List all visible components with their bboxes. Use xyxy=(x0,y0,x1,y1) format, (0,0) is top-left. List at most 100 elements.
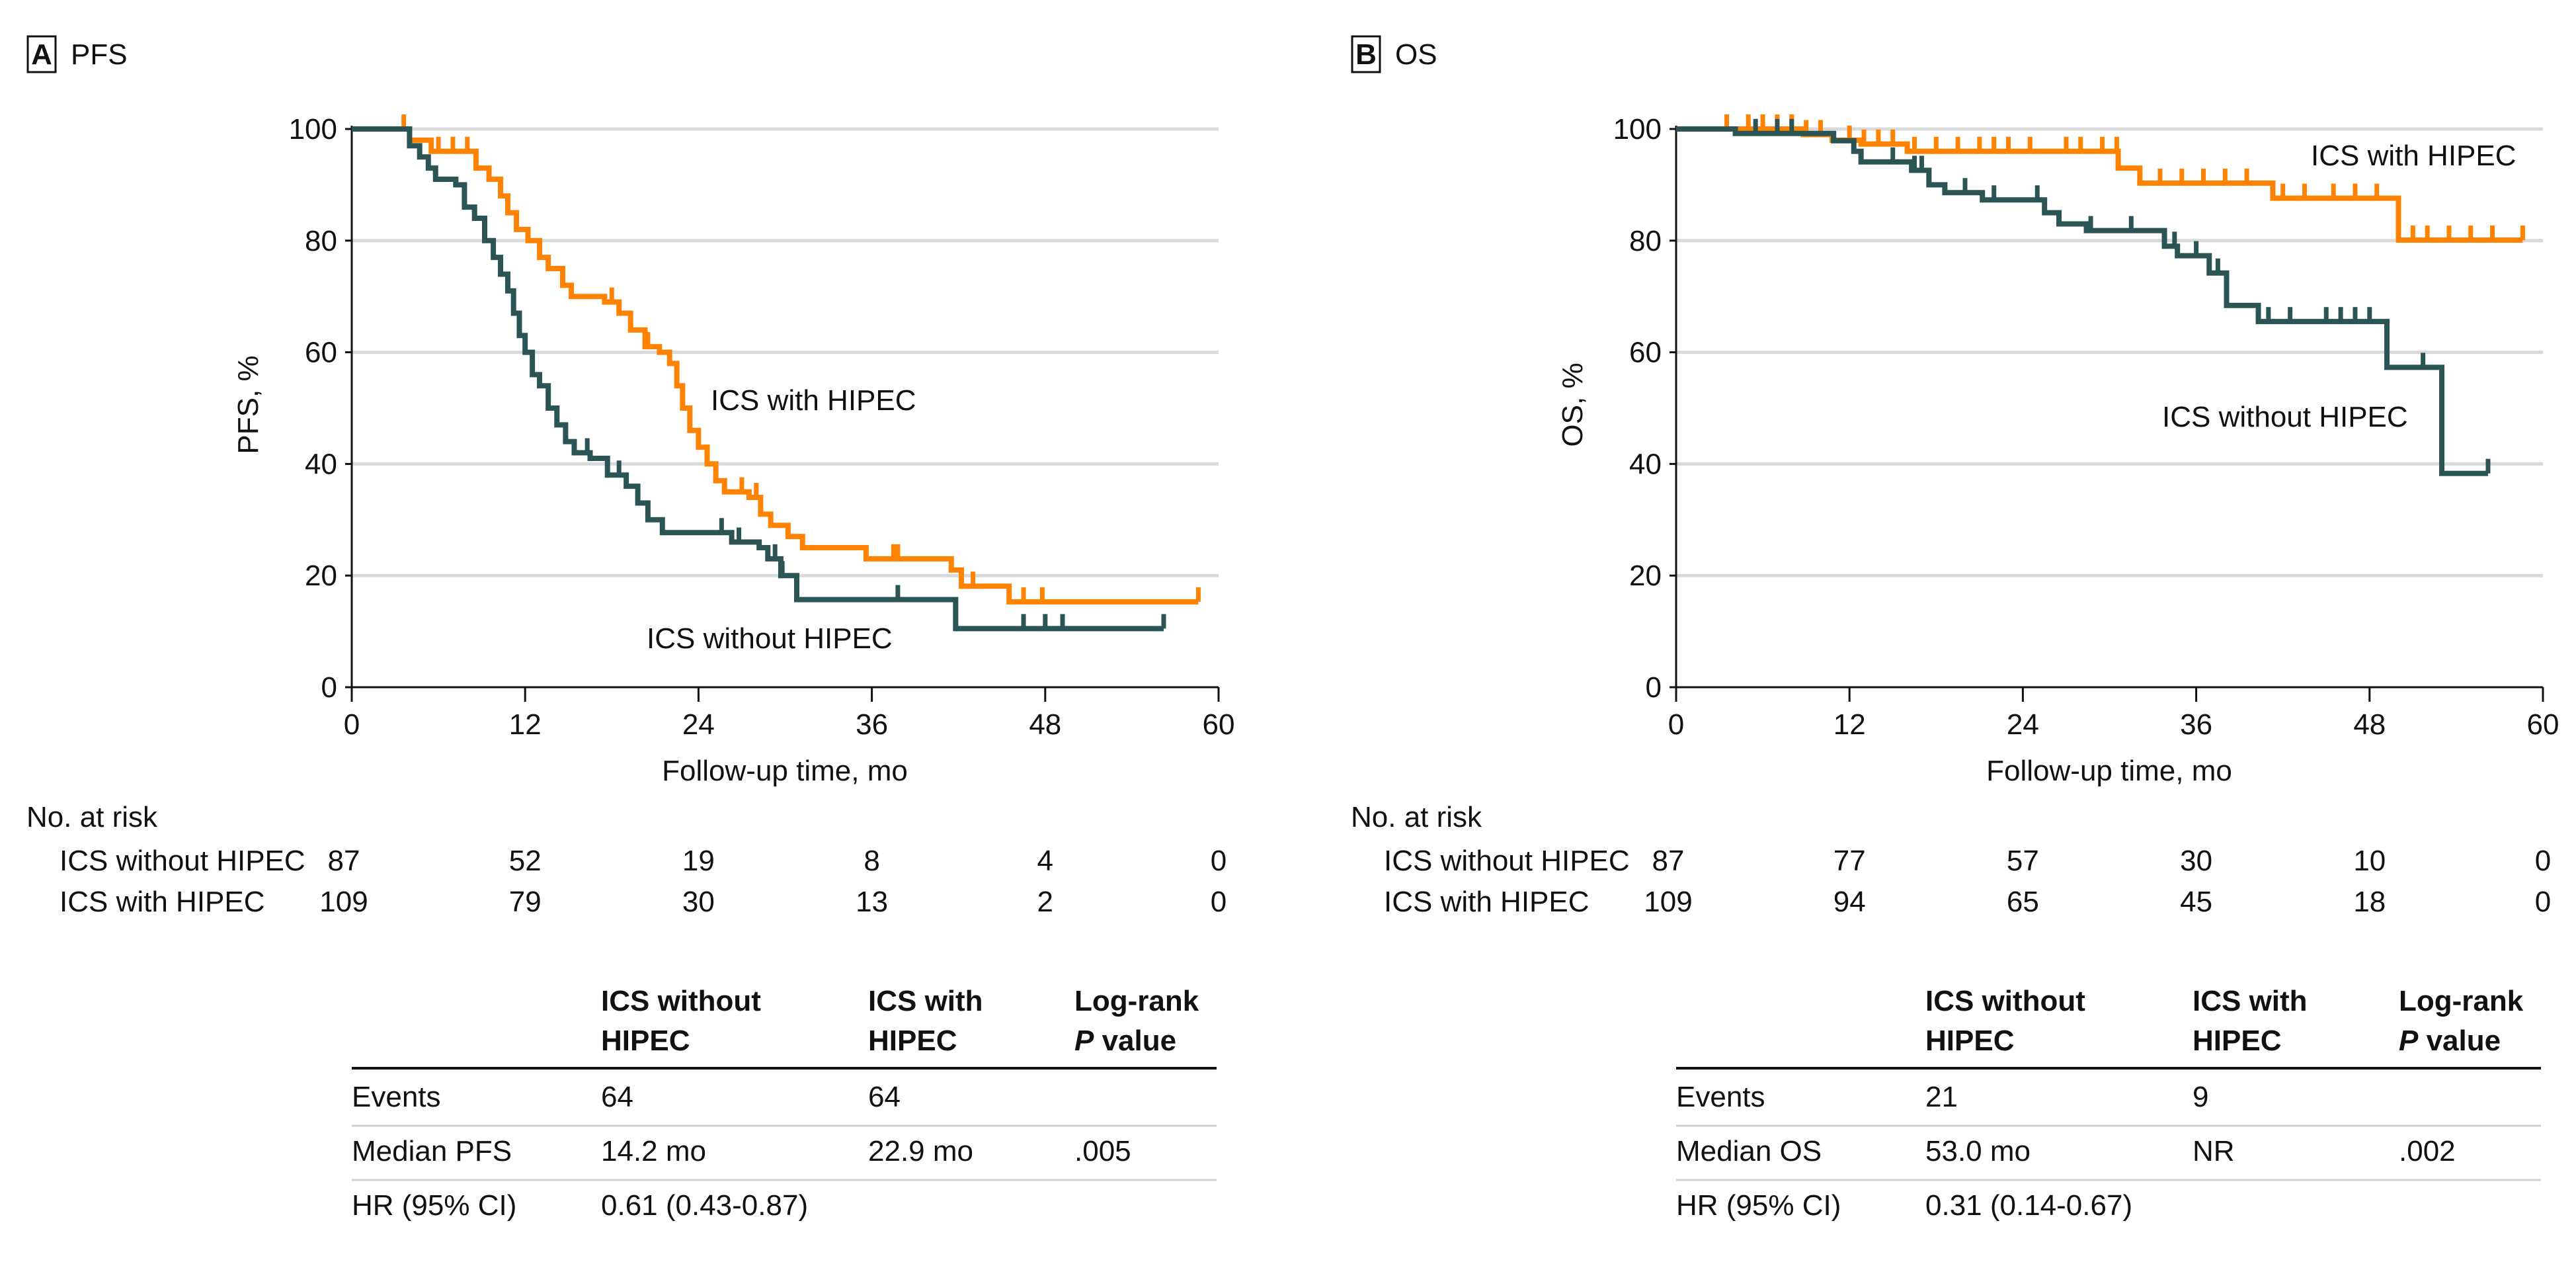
at-risk-count: 0 xyxy=(1211,886,1227,918)
y-tick-label: 20 xyxy=(305,560,337,592)
x-tick-label: 60 xyxy=(2527,708,2559,741)
at-risk-row-label: ICS without HIPEC xyxy=(1384,845,1630,877)
p-rest: value xyxy=(1094,1025,1176,1057)
panel-letter-box xyxy=(26,35,57,73)
p-rest: value xyxy=(2418,1025,2501,1057)
table-cell: 14.2 mo xyxy=(601,1135,706,1167)
table-header: P value xyxy=(1074,1025,1176,1057)
at-risk-count: 18 xyxy=(2353,886,2386,918)
table-cell: 22.9 mo xyxy=(868,1135,973,1167)
x-tick-label: 12 xyxy=(1833,708,1866,741)
table-row: HR (95% CI) 0.61 (0.43-0.87) xyxy=(352,1189,808,1222)
x-tick-label: 0 xyxy=(1668,708,1684,741)
table-header: HIPEC xyxy=(2193,1025,2281,1057)
at-risk-count: 57 xyxy=(2007,845,2039,877)
at-risk-title: No. at risk xyxy=(26,801,158,833)
x-tick-label: 24 xyxy=(682,708,715,741)
series-label: ICS with HIPEC xyxy=(2311,140,2516,172)
at-risk-count: 87 xyxy=(328,845,360,877)
table-cell: NR xyxy=(2193,1135,2235,1167)
table-cell: 9 xyxy=(2193,1081,2208,1113)
y-tick-label: 80 xyxy=(305,225,337,257)
row-label: Events xyxy=(352,1081,441,1113)
km-curve-without-hipec xyxy=(352,126,1164,632)
table-header: HIPEC xyxy=(868,1025,957,1057)
at-risk-row-label: ICS without HIPEC xyxy=(60,845,305,877)
at-risk-count: 79 xyxy=(509,886,542,918)
table-cell: 53.0 mo xyxy=(1925,1135,2031,1167)
table-row: Median PFS 14.2 mo 22.9 mo .005 xyxy=(352,1135,1131,1167)
at-risk-count: 87 xyxy=(1652,845,1685,877)
km-curve-without-hipec xyxy=(1676,126,2488,476)
series-label: ICS without HIPEC xyxy=(647,622,893,655)
x-tick-label: 36 xyxy=(856,708,888,741)
x-axis-label: Follow-up time, mo xyxy=(1986,755,2232,787)
table-row: Events 64 64 xyxy=(352,1081,901,1113)
table-header: ICS without xyxy=(601,985,761,1017)
p-italic: P xyxy=(2399,1025,2419,1057)
table-cell: 64 xyxy=(868,1081,901,1113)
panel-letter: B xyxy=(1355,38,1377,71)
table-header: ICS with xyxy=(2193,985,2308,1017)
at-risk-row-label: ICS with HIPEC xyxy=(60,886,265,918)
y-tick-label: 100 xyxy=(289,113,337,146)
y-axis-label: PFS, % xyxy=(232,355,264,454)
table-cell: 0.31 (0.14-0.67) xyxy=(1925,1189,2132,1222)
x-tick-label: 0 xyxy=(344,708,360,741)
table-cell: 0.61 (0.43-0.87) xyxy=(601,1189,808,1222)
at-risk-count: 0 xyxy=(2535,886,2551,918)
y-tick-label: 60 xyxy=(1629,337,1662,369)
p-italic: P xyxy=(1074,1025,1094,1057)
table-header: ICS without xyxy=(1925,985,2085,1017)
x-tick-label: 36 xyxy=(2180,708,2212,741)
panel-title: PFS xyxy=(71,38,128,71)
at-risk-count: 10 xyxy=(2353,845,2386,877)
y-tick-label: 40 xyxy=(305,448,337,480)
table-row: HR (95% CI) 0.31 (0.14-0.67) xyxy=(1676,1189,2132,1222)
y-tick-label: 80 xyxy=(1629,225,1662,257)
panel-title: OS xyxy=(1395,38,1437,71)
at-risk-row-label: ICS with HIPEC xyxy=(1384,886,1590,918)
row-label: Median PFS xyxy=(352,1135,512,1167)
table-row: Median OS 53.0 mo NR .002 xyxy=(1676,1135,2456,1167)
table-header: HIPEC xyxy=(1925,1025,2014,1057)
at-risk-count: 0 xyxy=(2535,845,2551,877)
y-axis-label: OS, % xyxy=(1556,362,1589,446)
table-header: P value xyxy=(2399,1025,2501,1057)
km-curve-with-hipec xyxy=(352,126,1199,605)
y-tick-label: 40 xyxy=(1629,448,1662,480)
y-tick-label: 20 xyxy=(1629,560,1662,592)
at-risk-count: 94 xyxy=(1833,886,1866,918)
panel-letter: A xyxy=(31,38,52,71)
at-risk-count: 30 xyxy=(2180,845,2212,877)
row-label: HR (95% CI) xyxy=(1676,1189,1841,1222)
table-cell: 64 xyxy=(601,1081,633,1113)
series-label: ICS with HIPEC xyxy=(711,384,916,417)
table-header: ICS with xyxy=(868,985,983,1017)
x-axis-label: Follow-up time, mo xyxy=(662,755,908,787)
table-header: Log-rank xyxy=(2399,985,2524,1017)
y-tick-label: 0 xyxy=(321,671,337,704)
at-risk-count: 30 xyxy=(682,886,715,918)
y-tick-label: 0 xyxy=(1646,671,1662,704)
at-risk-count: 13 xyxy=(856,886,888,918)
row-label: Median OS xyxy=(1676,1135,1822,1167)
at-risk-count: 4 xyxy=(1037,845,1053,877)
series-label: ICS without HIPEC xyxy=(2162,401,2408,433)
at-risk-title: No. at risk xyxy=(1351,801,1482,833)
x-tick-label: 12 xyxy=(509,708,542,741)
table-header: HIPEC xyxy=(601,1025,690,1057)
at-risk-count: 52 xyxy=(509,845,542,877)
y-tick-label: 60 xyxy=(305,337,337,369)
x-tick-label: 48 xyxy=(2353,708,2386,741)
table-cell: .002 xyxy=(2399,1135,2456,1167)
table-row: Events 21 9 xyxy=(1676,1081,2208,1113)
at-risk-count: 77 xyxy=(1833,845,1866,877)
table-cell: .005 xyxy=(1074,1135,1131,1167)
table-header: Log-rank xyxy=(1074,985,1199,1017)
at-risk-count: 19 xyxy=(682,845,715,877)
at-risk-count: 8 xyxy=(864,845,879,877)
at-risk-count: 45 xyxy=(2180,886,2212,918)
